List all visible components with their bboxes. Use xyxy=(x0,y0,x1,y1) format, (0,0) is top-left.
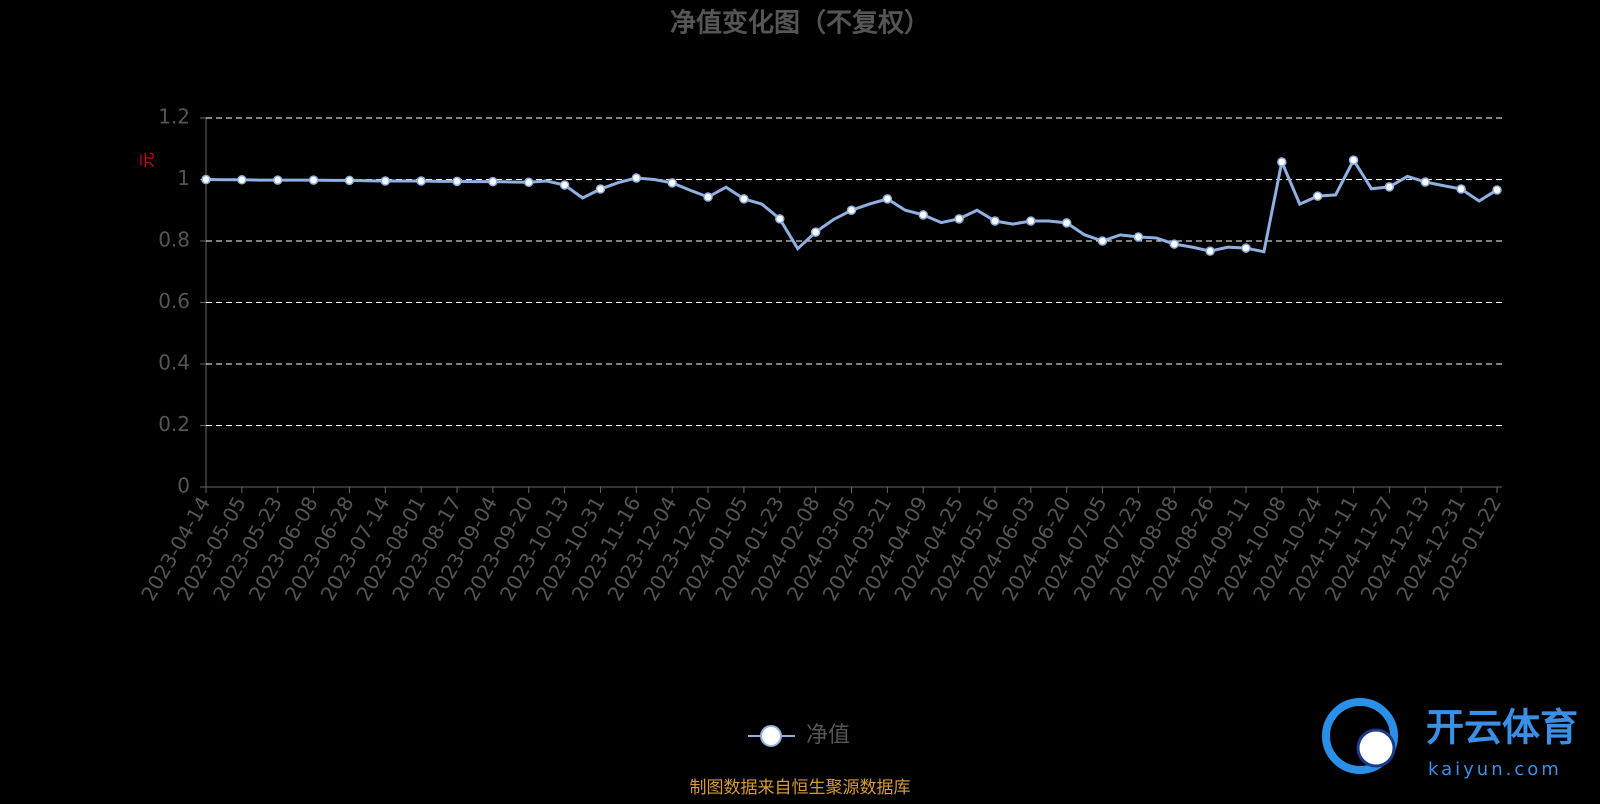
point-marker xyxy=(452,176,462,187)
watermark: 开云体育 kaiyun.com xyxy=(1322,698,1578,780)
point-marker xyxy=(990,216,1000,226)
point-marker xyxy=(1097,236,1108,246)
y-tick-label: 0 xyxy=(177,474,190,498)
legend-label[interactable]: 净值 xyxy=(806,723,850,748)
y-tick-label: 0.8 xyxy=(158,228,190,252)
point-marker xyxy=(882,194,893,204)
point-marker xyxy=(380,176,391,186)
point-marker xyxy=(954,214,964,224)
point-marker xyxy=(703,192,713,202)
point-marker xyxy=(559,180,570,190)
point-marker xyxy=(308,175,319,185)
point-marker xyxy=(595,184,606,194)
y-tick-label: 0.6 xyxy=(158,289,190,313)
y-tick-label: 1.2 xyxy=(158,105,190,129)
point-marker xyxy=(524,177,534,188)
point-marker xyxy=(237,175,247,185)
point-marker xyxy=(1492,185,1502,195)
y-tick-label: 0.2 xyxy=(158,412,190,436)
point-marker xyxy=(918,210,928,220)
point-marker xyxy=(1205,246,1215,256)
point-marker xyxy=(416,176,426,186)
point-marker xyxy=(1312,191,1323,201)
point-marker xyxy=(667,178,677,188)
logo-ring xyxy=(1322,698,1398,774)
point-marker xyxy=(1348,155,1359,165)
point-marker xyxy=(775,214,785,224)
point-marker xyxy=(739,194,749,204)
chart-title: 净值变化图（不复权） xyxy=(670,8,930,39)
point-marker xyxy=(1133,232,1144,242)
legend-marker xyxy=(760,725,782,747)
point-marker xyxy=(1420,177,1431,187)
point-marker xyxy=(1169,239,1179,249)
point-marker xyxy=(1384,182,1395,192)
point-marker xyxy=(1061,218,1072,228)
point-marker xyxy=(1277,157,1287,167)
source-note: 制图数据来自恒生聚源数据库 xyxy=(690,778,911,798)
point-marker xyxy=(1241,243,1251,253)
brand-site: kaiyun.com xyxy=(1428,759,1562,780)
point-marker xyxy=(846,205,857,215)
point-marker xyxy=(488,176,498,187)
point-marker xyxy=(810,227,821,237)
brand-name: 开云体育 xyxy=(1426,706,1578,750)
point-marker xyxy=(1456,184,1466,194)
y-axis-label: 元 xyxy=(138,152,157,168)
point-marker xyxy=(344,175,355,186)
point-marker xyxy=(631,173,642,183)
y-tick-label: 1 xyxy=(177,166,190,190)
point-marker xyxy=(201,174,211,185)
point-marker xyxy=(272,175,283,185)
y-tick-label: 0.4 xyxy=(158,351,190,375)
point-marker xyxy=(1026,216,1036,226)
logo-ball xyxy=(1356,728,1396,768)
